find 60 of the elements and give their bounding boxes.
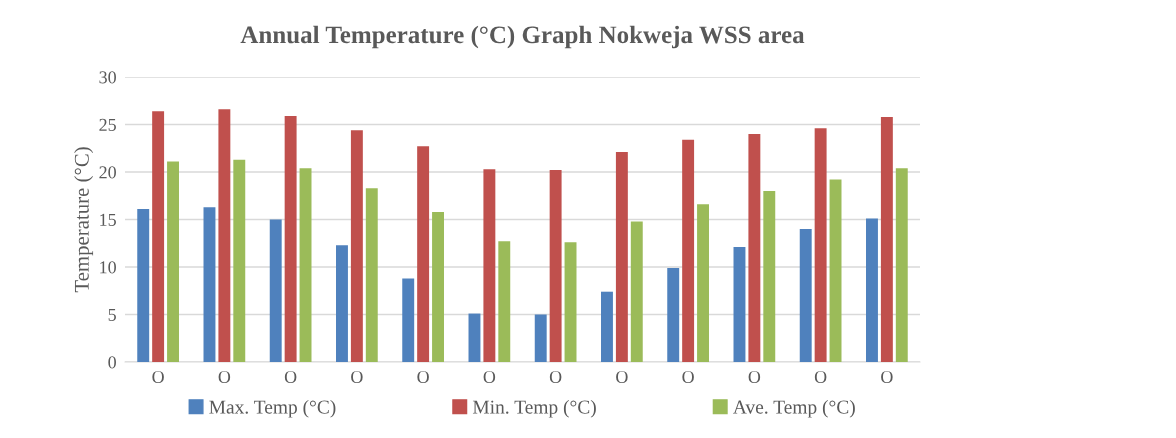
bar [534, 314, 547, 362]
bar [814, 128, 827, 362]
bar [601, 291, 613, 362]
y-tick-label: 30 [99, 71, 116, 84]
bar [365, 188, 378, 362]
x-tick-label: O [284, 370, 297, 384]
x-tick-label: O [549, 370, 562, 384]
bar [895, 168, 908, 362]
legend-label: Min. Temp (°C) [472, 399, 596, 418]
bar [667, 267, 680, 362]
x-tick-label: O [881, 370, 893, 384]
bar [152, 111, 165, 362]
y-tick-label: 5 [108, 308, 116, 321]
bar [630, 221, 643, 362]
x-tick-label: O [682, 370, 694, 384]
legend-label: Ave. Temp (°C) [733, 399, 855, 418]
x-tick-label: O [417, 370, 429, 384]
x-tick-label: O [152, 370, 164, 384]
chart-title: Annual Temperature (°C) Graph Nokweja WSS area [240, 25, 805, 49]
bar [748, 134, 761, 362]
bar [402, 278, 415, 362]
bar [682, 139, 695, 362]
bar [697, 204, 709, 362]
bar [269, 219, 282, 362]
bar [137, 209, 150, 362]
bar [615, 152, 628, 362]
bar [483, 169, 496, 362]
bar [763, 191, 776, 362]
x-tick-label: O [483, 370, 496, 384]
y-tick-label: 10 [100, 261, 116, 274]
bar [417, 146, 430, 362]
y-tick-label: 25 [99, 118, 116, 131]
bar [733, 247, 746, 362]
bar [468, 313, 481, 362]
bar [549, 170, 562, 362]
bar [866, 218, 878, 362]
bar [336, 245, 348, 362]
bar [167, 161, 179, 362]
bar [284, 115, 297, 362]
bar [350, 130, 363, 362]
bar [880, 116, 893, 362]
legend-label: Max. Temp (°C) [209, 399, 336, 418]
y-tick-label: 20 [99, 166, 116, 179]
x-tick-label: O [616, 370, 628, 384]
bar [432, 211, 444, 362]
bar [564, 242, 577, 362]
bar [203, 207, 216, 362]
x-tick-label: O [351, 370, 363, 384]
y-tick-label: 15 [100, 213, 116, 226]
bar [299, 168, 312, 362]
x-tick-label: O [218, 370, 231, 384]
bar [218, 109, 231, 362]
bar [498, 241, 511, 362]
bar [829, 179, 842, 362]
y-axis-title: Temperature (°C) [74, 147, 94, 293]
bar [799, 229, 812, 362]
bar [233, 159, 246, 362]
x-tick-label: O [748, 370, 761, 384]
y-tick-label: 0 [108, 356, 116, 369]
x-tick-label: O [814, 370, 827, 384]
